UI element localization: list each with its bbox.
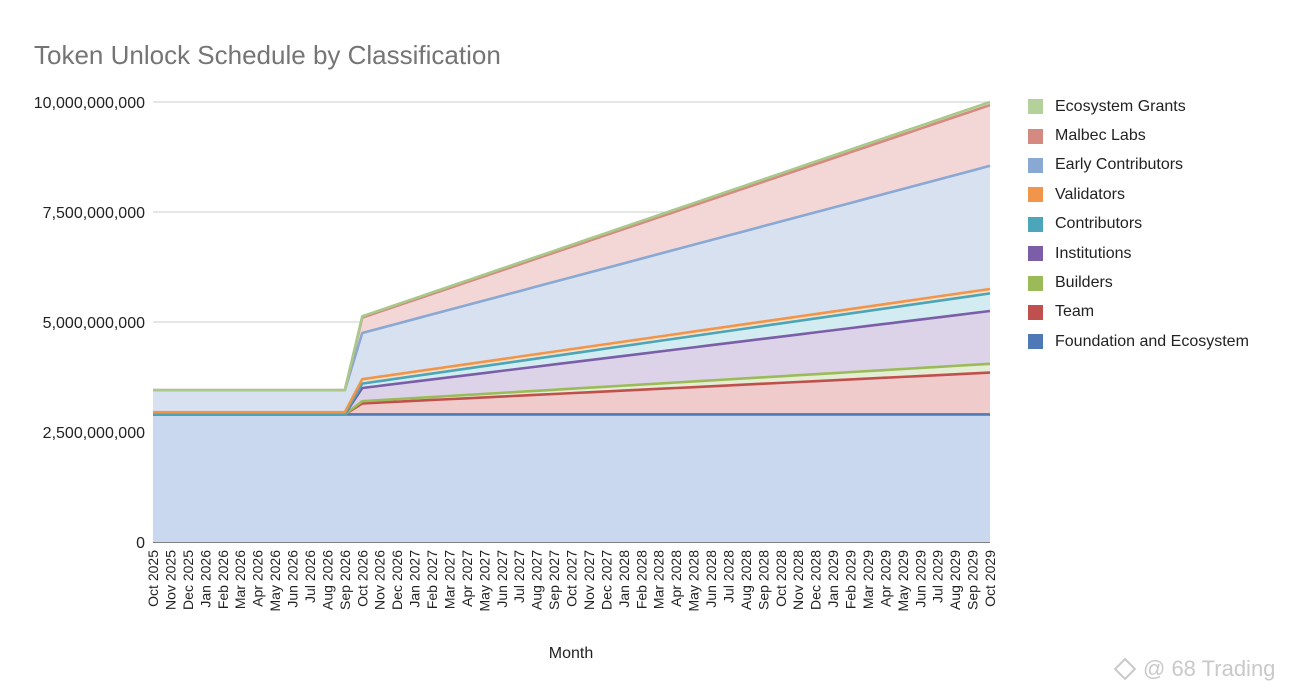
area-early-contributors bbox=[153, 165, 990, 413]
x-tick-label: Aug 2027 bbox=[529, 550, 545, 610]
x-tick-label: May 2029 bbox=[895, 550, 911, 612]
x-tick-label: Apr 2026 bbox=[250, 550, 266, 607]
x-tick-label: Jun 2028 bbox=[703, 550, 719, 608]
x-tick-label: Oct 2028 bbox=[773, 550, 789, 607]
y-tick-label: 2,500,000,000 bbox=[43, 425, 145, 442]
legend-swatch bbox=[1028, 246, 1043, 262]
x-tick-label: Aug 2029 bbox=[947, 550, 963, 610]
legend-item: Foundation and Ecosystem bbox=[1028, 327, 1249, 356]
watermark-logo-icon bbox=[1113, 657, 1137, 681]
area-foundation-and-ecosystem bbox=[153, 414, 990, 542]
y-tick-label: 10,000,000,000 bbox=[34, 95, 145, 112]
y-tick-label: 7,500,000,000 bbox=[43, 205, 145, 222]
legend-item: Malbec Labs bbox=[1028, 121, 1249, 150]
x-tick-label: Apr 2029 bbox=[877, 550, 893, 607]
legend-label: Early Contributors bbox=[1055, 156, 1184, 174]
legend-item: Ecosystem Grants bbox=[1028, 92, 1249, 121]
x-tick-label: Dec 2027 bbox=[598, 550, 614, 610]
legend: Ecosystem Grants Malbec Labs Early Contrib… bbox=[1028, 92, 1249, 357]
legend-swatch bbox=[1028, 157, 1043, 173]
x-tick-label: Jul 2026 bbox=[302, 550, 318, 603]
x-tick-label: Oct 2027 bbox=[564, 550, 580, 607]
x-tick-label: Feb 2028 bbox=[633, 550, 649, 609]
x-tick-label: Feb 2026 bbox=[215, 550, 231, 609]
x-tick-label: Nov 2026 bbox=[372, 550, 388, 610]
x-tick-label: Mar 2028 bbox=[651, 550, 667, 609]
x-tick-label: Feb 2027 bbox=[424, 550, 440, 609]
x-tick-label: May 2026 bbox=[267, 550, 283, 612]
legend-item: Validators bbox=[1028, 180, 1249, 209]
watermark: @ 68 Trading bbox=[1113, 656, 1276, 682]
legend-item: Builders bbox=[1028, 268, 1249, 297]
x-tick-label: Apr 2028 bbox=[668, 550, 684, 607]
x-tick-label: Aug 2026 bbox=[319, 550, 335, 610]
x-tick-label: May 2027 bbox=[476, 550, 492, 612]
x-tick-label: Sep 2028 bbox=[755, 550, 771, 610]
legend-item: Contributors bbox=[1028, 210, 1249, 239]
x-tick-label: Feb 2029 bbox=[843, 550, 859, 609]
x-tick-label: Nov 2027 bbox=[581, 550, 597, 610]
x-tick-label: Jan 2029 bbox=[825, 550, 841, 608]
legend-item: Team bbox=[1028, 298, 1249, 327]
x-tick-label: Dec 2025 bbox=[180, 550, 196, 610]
x-tick-label: Jun 2026 bbox=[285, 550, 301, 608]
legend-item: Institutions bbox=[1028, 239, 1249, 268]
x-tick-label: Oct 2026 bbox=[354, 550, 370, 607]
legend-item: Early Contributors bbox=[1028, 151, 1249, 180]
x-tick-label: Jul 2029 bbox=[930, 550, 946, 603]
legend-swatch bbox=[1028, 304, 1043, 320]
x-tick-label: Jul 2028 bbox=[720, 550, 736, 603]
x-tick-label: Sep 2027 bbox=[546, 550, 562, 610]
legend-swatch bbox=[1028, 128, 1043, 144]
legend-label: Builders bbox=[1055, 274, 1113, 292]
x-tick-label: Mar 2027 bbox=[441, 550, 457, 609]
x-tick-label: Dec 2026 bbox=[389, 550, 405, 610]
legend-label: Malbec Labs bbox=[1055, 127, 1146, 145]
x-tick-label: Sep 2026 bbox=[337, 550, 353, 610]
legend-label: Contributors bbox=[1055, 215, 1143, 233]
x-tick-label: Oct 2025 bbox=[145, 550, 161, 607]
y-tick-label: 0 bbox=[136, 535, 145, 552]
x-tick-label: Nov 2025 bbox=[162, 550, 178, 610]
line-layer bbox=[153, 100, 991, 416]
x-tick-label: Aug 2028 bbox=[738, 550, 754, 610]
legend-swatch bbox=[1028, 275, 1043, 291]
legend-swatch bbox=[1028, 216, 1043, 232]
x-tick-label: Jun 2027 bbox=[494, 550, 510, 608]
x-tick-label: Nov 2028 bbox=[790, 550, 806, 610]
x-tick-label: Jan 2028 bbox=[616, 550, 632, 608]
x-axis-label: Month bbox=[549, 645, 593, 662]
x-tick-label: Jul 2027 bbox=[511, 550, 527, 603]
legend-label: Validators bbox=[1055, 185, 1125, 203]
y-tick-label: 5,000,000,000 bbox=[43, 315, 145, 332]
x-tick-label: Apr 2027 bbox=[459, 550, 475, 607]
x-tick-label: Mar 2029 bbox=[860, 550, 876, 609]
legend-swatch bbox=[1028, 99, 1043, 115]
axis-layer: 0 2,500,000,000 5,000,000,000 7,500,000,000… bbox=[34, 95, 998, 611]
x-tick-label: Mar 2026 bbox=[232, 550, 248, 609]
x-tick-label: Jan 2027 bbox=[407, 550, 423, 608]
x-tick-label: Dec 2028 bbox=[808, 550, 824, 610]
watermark-text: @ 68 Trading bbox=[1143, 656, 1276, 681]
legend-label: Institutions bbox=[1055, 244, 1132, 262]
legend-label: Ecosystem Grants bbox=[1055, 97, 1186, 115]
x-tick-label: May 2028 bbox=[686, 550, 702, 612]
x-tick-label: Oct 2029 bbox=[982, 550, 998, 607]
legend-label: Foundation and Ecosystem bbox=[1055, 332, 1249, 350]
x-tick-label: Jun 2029 bbox=[912, 550, 928, 608]
x-tick-label: Sep 2029 bbox=[965, 550, 981, 610]
legend-swatch bbox=[1028, 187, 1043, 203]
line-contributors bbox=[153, 292, 991, 416]
legend-label: Team bbox=[1055, 303, 1095, 321]
chart-title: Token Unlock Schedule by Classification bbox=[34, 40, 501, 70]
line-validators bbox=[153, 287, 991, 414]
line-ecosystem-grants bbox=[153, 100, 991, 392]
x-tick-label: Jan 2026 bbox=[197, 550, 213, 608]
legend-swatch bbox=[1028, 334, 1043, 350]
